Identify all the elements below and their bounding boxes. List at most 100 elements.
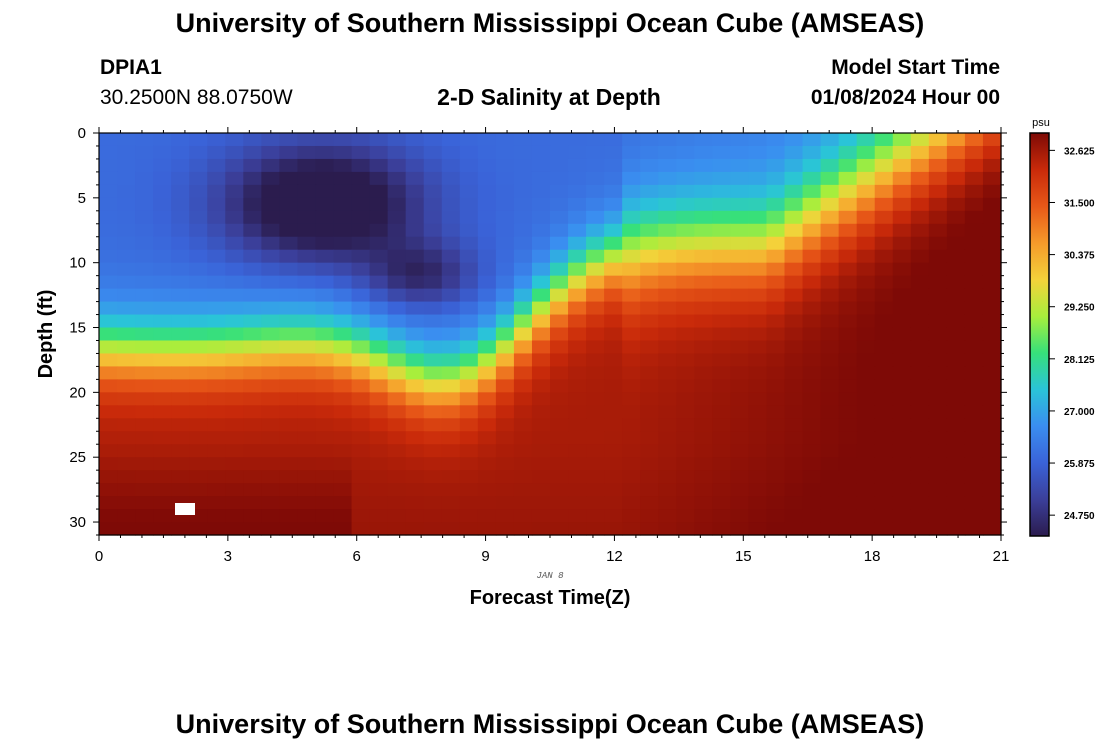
heatmap-cell [640,327,659,342]
heatmap-cell [946,379,966,393]
heatmap-cell [405,366,425,380]
heatmap-cell [351,301,371,316]
heatmap-cell [117,145,136,160]
heatmap-cell [928,509,948,523]
heatmap-cell [261,431,280,445]
heatmap-cell [568,509,587,523]
heatmap-cell [369,301,389,316]
heatmap-cell [910,249,930,264]
heatmap-cell [838,145,858,160]
heatmap-cell [640,184,659,199]
heatmap-cell [99,496,118,510]
x-tick-label: 3 [224,548,232,565]
heatmap-cell [423,379,443,393]
heatmap-cell [297,197,317,212]
heatmap-cell [604,301,623,316]
heatmap-cell [910,210,930,225]
heatmap-cell [712,133,731,147]
heatmap-cell [117,236,136,251]
heatmap-cell [892,509,912,523]
heatmap-cell [117,275,136,290]
heatmap-cell [171,158,190,173]
heatmap-cell [477,262,497,277]
heatmap-cell [568,197,587,212]
heatmap-cell [712,353,731,368]
heatmap-cell [964,496,984,510]
heatmap-cell [495,197,515,212]
heatmap-cell [910,379,930,393]
heatmap-cell [243,197,262,212]
heatmap-cell [622,457,641,471]
heatmap-cell [964,288,984,303]
heatmap-cell [261,275,280,290]
heatmap-cell [604,470,623,484]
heatmap-cell [766,327,786,342]
heatmap-cell [784,158,804,173]
heatmap-cell [730,353,750,368]
heatmap-cell [748,262,768,277]
heatmap-cell [946,418,966,432]
x-tick-label: 15 [735,548,752,565]
heatmap-cell [261,327,280,342]
heatmap-cell [315,314,335,329]
plot-title-text: 2-D Salinity at Depth [437,84,661,110]
heatmap-cell [333,496,353,510]
heatmap-cell [838,288,858,303]
heatmap-cell [604,483,623,497]
heatmap-cell [351,171,371,186]
heatmap-cell [261,236,280,251]
heatmap-cell [604,275,623,290]
heatmap-cell [748,327,768,342]
heatmap-cell [838,158,858,173]
heatmap-cell [513,496,533,510]
heatmap-cell [712,327,731,342]
heatmap-cell [495,470,515,484]
heatmap-cell [730,275,750,290]
heatmap-cell [297,470,317,484]
heatmap-cell [820,457,840,471]
heatmap-cell [315,145,335,160]
heatmap-cell [550,236,569,251]
heatmap-cell [351,223,371,238]
heatmap-cell [622,379,641,393]
heatmap-cell [459,236,479,251]
heatmap-cell [189,249,208,264]
heatmap-cell [586,496,605,510]
heatmap-cell [351,314,371,329]
heatmap-cell [694,145,713,160]
heatmap-cell [748,444,768,458]
heatmap-cell [946,184,966,199]
heatmap-cell [279,392,299,406]
heatmap-cell [838,171,858,186]
heatmap-cell [694,353,713,368]
heatmap-cell [766,405,786,419]
heatmap-cell [333,444,353,458]
heatmap-cell [405,249,425,264]
heatmap-cell [694,249,713,264]
heatmap-cell [982,223,1002,238]
heatmap-cell [261,522,280,536]
heatmap-cell [910,133,930,147]
heatmap-cell [477,275,497,290]
heatmap-cell [658,405,677,419]
heatmap-cell [550,301,569,316]
heatmap-cell [513,470,533,484]
heatmap-cell [423,405,443,419]
heatmap-cell [892,418,912,432]
heatmap-cell [153,405,172,419]
heatmap-cell [297,171,317,186]
heatmap-cell [261,158,280,173]
heatmap-cell [207,314,226,329]
heatmap-cell [225,509,244,523]
heatmap-cell [261,457,280,471]
heatmap-cell [207,431,226,445]
heatmap-cell [946,405,966,419]
heatmap-cell [153,379,172,393]
heatmap-cell [910,483,930,497]
heatmap-cell [189,133,208,147]
heatmap-cell [171,379,190,393]
heatmap-cell [351,418,371,432]
heatmap-cell [171,470,190,484]
heatmap-cell [99,223,118,238]
heatmap-cell [243,314,262,329]
